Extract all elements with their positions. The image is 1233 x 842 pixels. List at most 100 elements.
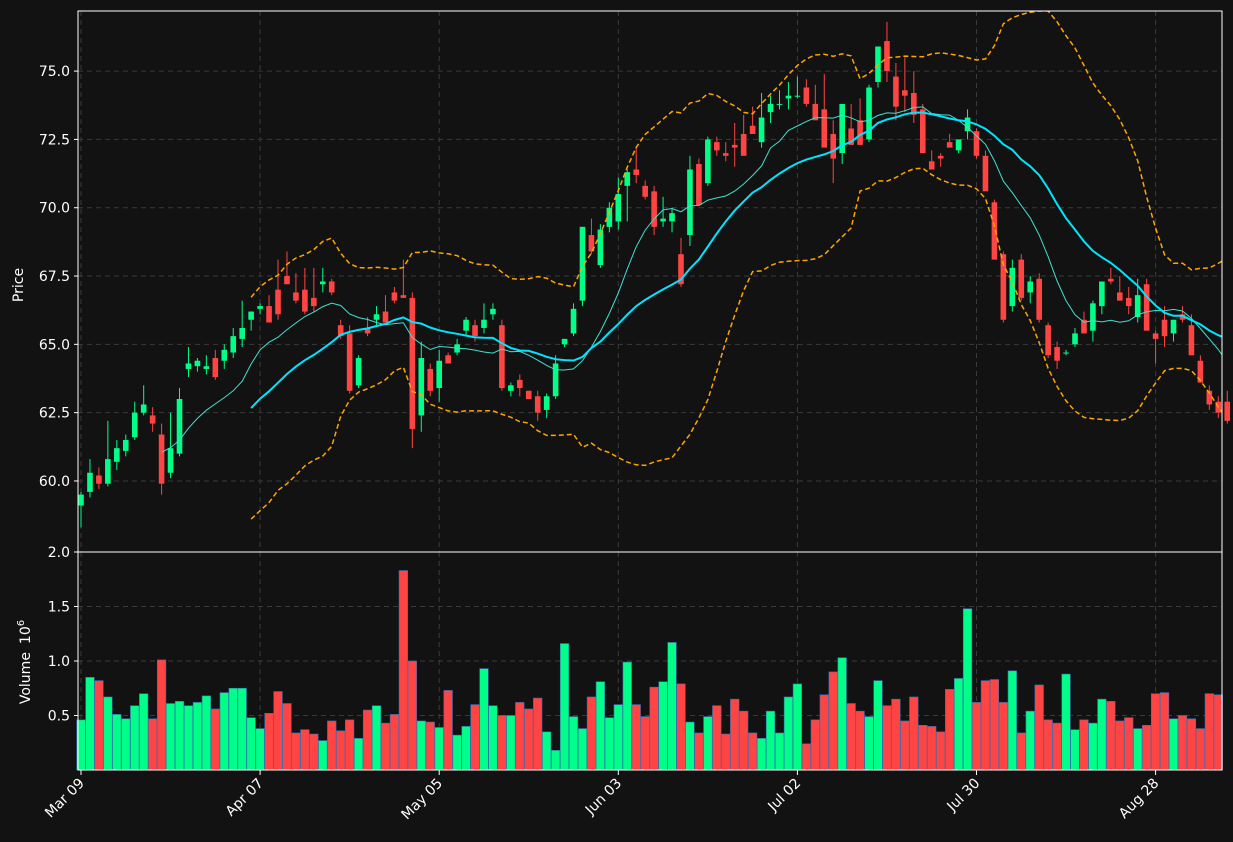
candle-body — [705, 139, 711, 184]
volume-bar — [936, 731, 946, 771]
volume-bar — [103, 696, 113, 771]
candle-body — [364, 327, 371, 334]
candle-body — [776, 103, 783, 105]
volume-bar — [112, 714, 122, 771]
volume-bar — [452, 734, 462, 771]
volume-bar — [156, 659, 167, 771]
volume-bar — [900, 720, 910, 771]
volume-bar — [264, 713, 274, 771]
volume-bar — [801, 743, 811, 771]
volume-bar — [810, 719, 820, 771]
candle-body — [257, 306, 263, 309]
volume-bar — [389, 714, 400, 771]
candle-body — [839, 103, 845, 154]
candle-body — [606, 207, 613, 227]
volume-bar — [1142, 725, 1152, 771]
volume-bar — [721, 733, 731, 771]
candle-body — [1099, 281, 1105, 307]
candle-body — [749, 125, 756, 134]
volume-bar — [873, 680, 883, 771]
price-tick-label: 72.5 — [39, 132, 70, 148]
candle-body — [624, 172, 631, 186]
volume-bar — [309, 733, 319, 771]
volume-bar — [1195, 728, 1205, 771]
candle-body — [239, 327, 245, 339]
volume-bar — [792, 683, 802, 771]
bollinger-lower-line — [250, 167, 1222, 520]
candle-body — [1206, 390, 1213, 405]
volume-bar — [380, 722, 391, 771]
candle-body — [346, 333, 353, 391]
candle-body — [1108, 278, 1114, 282]
candle-body — [391, 292, 398, 301]
volume-tick-label: 1.0 — [48, 654, 70, 670]
candle-body — [185, 363, 192, 369]
volume-bar — [488, 705, 498, 771]
volume-bar — [765, 710, 776, 771]
sma-slow-line — [250, 111, 1222, 409]
candle-body — [552, 363, 559, 397]
volume-tick-label: 1.5 — [48, 600, 70, 616]
volume-bar — [1070, 729, 1080, 771]
volume-bar — [479, 668, 489, 771]
candle-body — [481, 319, 487, 328]
volume-bar — [551, 750, 561, 771]
volume-bar — [631, 704, 641, 771]
volume-bar — [139, 693, 149, 771]
volume-bar — [989, 679, 1000, 771]
candle-body — [669, 213, 675, 222]
volume-bar — [255, 728, 265, 771]
volume-bar — [1097, 698, 1107, 771]
candle-body — [973, 131, 980, 156]
volume-bar — [362, 709, 373, 771]
candle-body — [1081, 319, 1087, 334]
candle-body — [794, 95, 801, 97]
candle-body — [597, 229, 604, 266]
candle-body — [167, 448, 174, 473]
candle-body — [149, 415, 156, 424]
candle-body — [1045, 325, 1051, 356]
volume-bar — [1106, 701, 1116, 771]
volume-bar — [1124, 717, 1134, 771]
volume-bar — [121, 718, 131, 771]
volume-bar — [586, 696, 597, 771]
volume-bar — [855, 710, 865, 771]
candle-body — [140, 404, 147, 413]
candle-body — [714, 142, 720, 151]
candle-body — [337, 325, 344, 337]
volume-bar — [542, 731, 552, 771]
volume-bar — [1115, 720, 1125, 771]
price-tick-label: 70.0 — [39, 201, 70, 217]
candle-body — [579, 226, 586, 301]
candle-body — [911, 92, 917, 115]
volume-bar — [577, 728, 588, 771]
candle-body — [1054, 347, 1060, 361]
volume-bar — [1088, 722, 1098, 771]
candle-body — [1134, 295, 1141, 318]
volume-bar — [739, 710, 749, 771]
volume-bar — [712, 705, 722, 771]
volume-bar — [85, 677, 95, 771]
volume-bar — [165, 703, 176, 771]
candle-body — [543, 396, 550, 410]
candle-body — [311, 297, 317, 307]
candle-body — [472, 325, 478, 337]
candle-body — [131, 412, 138, 438]
price-tick-label: 60.0 — [39, 474, 70, 490]
volume-bar — [515, 702, 525, 771]
volume-bar — [962, 608, 973, 771]
candle-body — [946, 142, 953, 148]
candle-body — [1090, 303, 1096, 331]
candle-body — [409, 297, 416, 430]
price-y-ticks: 60.0 62.5 65.0 67.5 70.0 72.5 75.0 — [39, 64, 78, 490]
candle-body — [78, 494, 84, 506]
volume-bar — [434, 727, 444, 771]
volume-bar — [461, 726, 471, 771]
volume-bar — [783, 696, 794, 771]
candle-body — [194, 360, 201, 367]
candles — [78, 21, 1231, 528]
volume-bar — [1151, 693, 1161, 771]
indicator-overlays — [161, 11, 1222, 520]
volume-bar — [864, 716, 874, 771]
volume-bar — [371, 705, 382, 771]
